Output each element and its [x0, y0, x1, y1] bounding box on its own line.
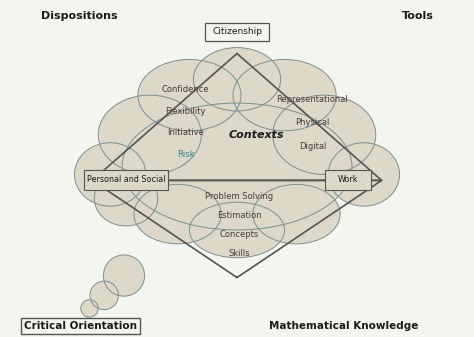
Ellipse shape — [98, 95, 201, 175]
Ellipse shape — [253, 184, 340, 244]
Text: Estimation: Estimation — [217, 211, 261, 220]
Ellipse shape — [193, 48, 281, 111]
Text: Personal and Social: Personal and Social — [87, 175, 165, 184]
Ellipse shape — [233, 59, 336, 131]
FancyBboxPatch shape — [205, 23, 269, 41]
Text: Flexibility: Flexibility — [165, 106, 206, 116]
FancyBboxPatch shape — [325, 170, 372, 189]
Ellipse shape — [328, 143, 400, 206]
Text: Physical: Physical — [295, 118, 329, 127]
Circle shape — [90, 281, 118, 310]
Text: Skills: Skills — [228, 249, 250, 258]
Circle shape — [103, 255, 145, 296]
Text: Digital: Digital — [299, 142, 326, 151]
Text: Dispositions: Dispositions — [41, 11, 118, 21]
Text: Citizenship: Citizenship — [212, 27, 262, 36]
Ellipse shape — [190, 202, 284, 258]
Text: Concepts: Concepts — [219, 230, 259, 239]
Text: Representational: Representational — [276, 95, 348, 103]
Ellipse shape — [134, 184, 221, 244]
Ellipse shape — [138, 59, 241, 131]
Text: Problem Solving: Problem Solving — [205, 192, 273, 201]
Text: Confidence: Confidence — [162, 85, 210, 94]
Ellipse shape — [74, 143, 146, 206]
Circle shape — [81, 300, 98, 317]
Text: Contexts: Contexts — [229, 130, 284, 140]
Ellipse shape — [94, 171, 158, 226]
Ellipse shape — [122, 103, 352, 230]
Text: Tools: Tools — [401, 11, 433, 21]
Text: Risk: Risk — [177, 150, 194, 159]
Text: Work: Work — [338, 175, 358, 184]
Text: Mathematical Knowledge: Mathematical Knowledge — [269, 321, 418, 331]
Text: Initiative: Initiative — [167, 128, 204, 137]
Ellipse shape — [273, 95, 376, 175]
FancyBboxPatch shape — [84, 170, 168, 189]
Text: Critical Orientation: Critical Orientation — [24, 321, 137, 331]
